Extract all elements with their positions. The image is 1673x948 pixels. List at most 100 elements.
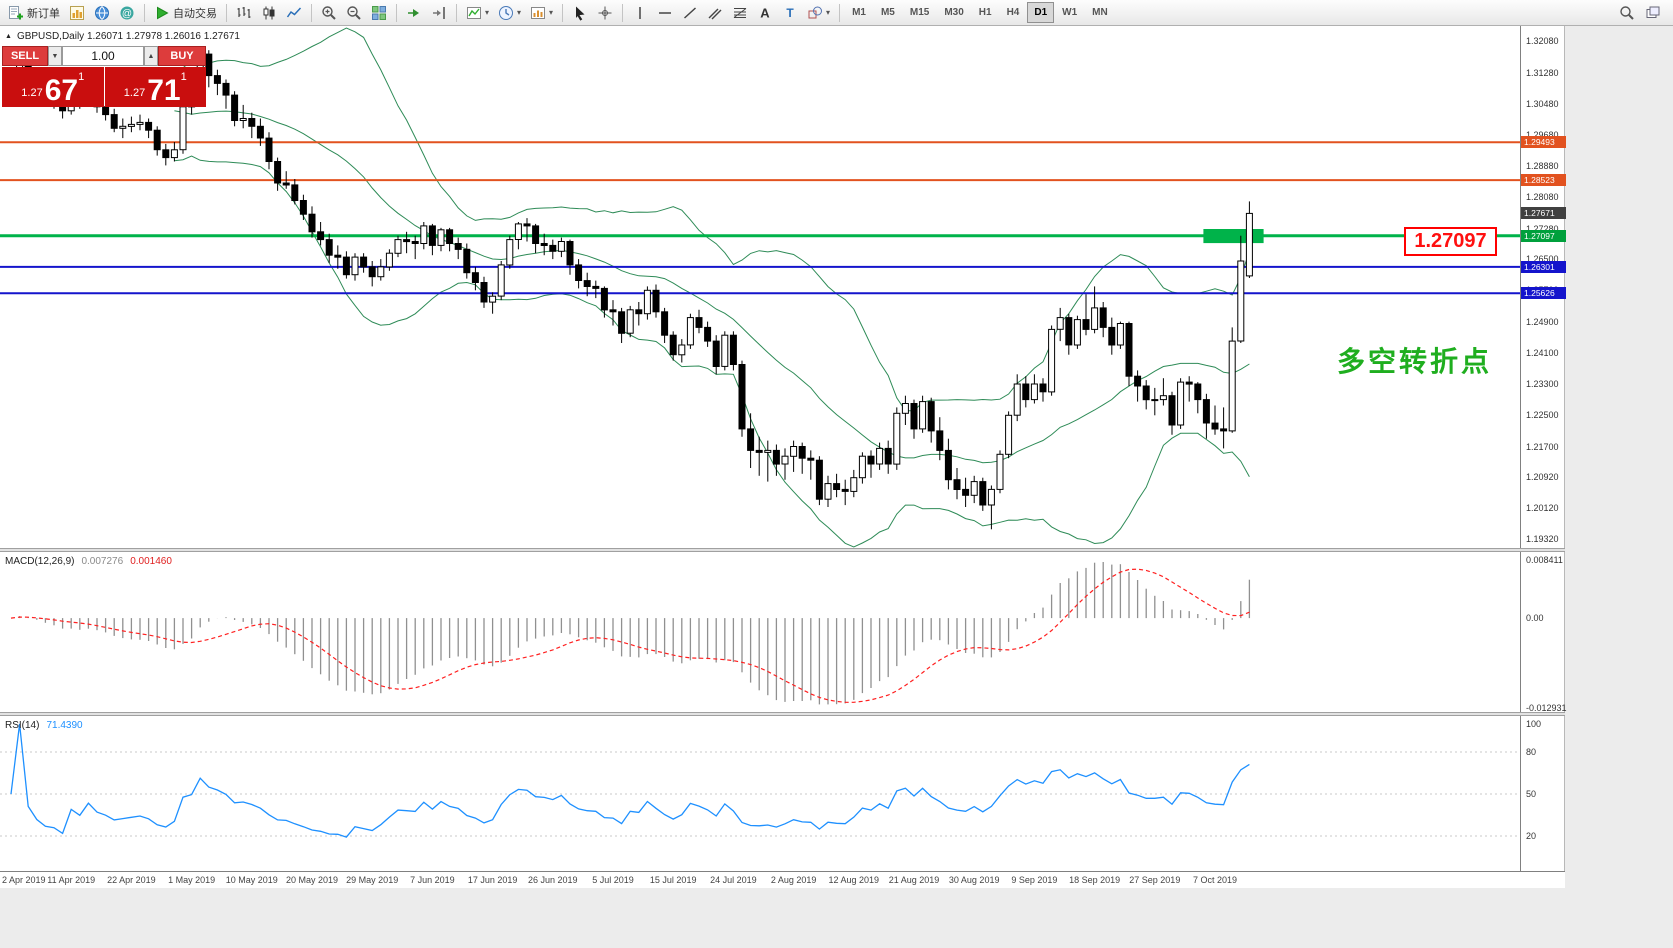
timeframe-m15-button[interactable]: M15 [909, 7, 930, 18]
volume-input[interactable]: 1.00 [62, 46, 144, 66]
x-axis-label: 12 Aug 2019 [828, 875, 880, 885]
candle-chart-button[interactable] [257, 2, 281, 24]
toolbar-separator [144, 3, 145, 22]
line-chart-button[interactable] [282, 2, 306, 24]
zoom-out-button[interactable] [342, 2, 366, 24]
macd-histogram [18, 562, 1251, 705]
new-chart-button[interactable] [65, 2, 89, 24]
crosshair-button[interactable] [593, 2, 617, 24]
chart-shift-button[interactable] [427, 2, 451, 24]
shapes-button[interactable]: ▾ [803, 2, 834, 24]
bar-chart-button[interactable] [232, 2, 256, 24]
new-chart-icon [69, 5, 85, 21]
x-axis-label: 30 Aug 2019 [948, 875, 1000, 885]
price-axis-tick: 1.24100 [1526, 347, 1559, 358]
vertical-line-button[interactable] [628, 2, 652, 24]
macd-panel[interactable] [0, 552, 1520, 712]
trade-prices-row: 1.27 67 1 1.27 71 1 [2, 67, 206, 107]
toolbar-groups: 新订单 @ 自动交易 ▾ ▾ ▾ A T ▾ M1 M5 M15 M30 H1 H4 D1 W1 MN [4, 2, 1115, 24]
sell-price-big: 67 [44, 73, 79, 107]
search-icon [1619, 5, 1635, 21]
cursor-icon [572, 5, 588, 21]
buy-price-prefix: 1.27 [123, 87, 146, 99]
one-click-collapse-icon[interactable]: ▲ [5, 33, 12, 40]
community-icon: @ [119, 5, 135, 21]
buy-price-panel[interactable]: 1.27 71 1 [104, 67, 206, 107]
crosshair-icon [597, 5, 613, 21]
channel-button[interactable] [703, 2, 727, 24]
timeframe-h1-button[interactable]: H1 [978, 7, 992, 18]
search-button[interactable] [1615, 2, 1639, 24]
x-axis-label: 27 Sep 2019 [1129, 875, 1181, 885]
channel-icon [707, 5, 723, 21]
sell-price-panel[interactable]: 1.27 67 1 [2, 67, 104, 107]
tile-windows-icon [371, 5, 387, 21]
cursor-button[interactable] [568, 2, 592, 24]
autotrading-button[interactable]: 自动交易 [150, 2, 221, 24]
volume-decrease-button[interactable]: ▼ [48, 46, 62, 66]
market-depth-button[interactable] [90, 2, 114, 24]
indicators-button[interactable]: ▾ [462, 2, 493, 24]
trendline-icon [682, 5, 698, 21]
svg-text:A: A [760, 5, 770, 20]
auto-scroll-icon [406, 5, 422, 21]
price-axis-tick: 1.24900 [1526, 316, 1559, 327]
x-axis-label: 7 Oct 2019 [1192, 875, 1238, 885]
sell-price-prefix: 1.27 [21, 87, 43, 99]
community-button[interactable]: @ [115, 2, 139, 24]
periods-button[interactable]: ▾ [494, 2, 525, 24]
x-axis-label: 24 Jul 2019 [710, 875, 757, 885]
macd-signal-value: 0.001460 [130, 556, 172, 567]
x-axis-label: 5 Jul 2019 [592, 875, 634, 885]
symbol-ohlc-info: ▲ GBPUSD,Daily 1.26071 1.27978 1.26016 1… [5, 31, 240, 42]
price-axis-tick: 1.27280 [1526, 223, 1559, 234]
auto-scroll-button[interactable] [402, 2, 426, 24]
fibonacci-button[interactable] [728, 2, 752, 24]
timeframe-m30-button[interactable]: M30 [944, 7, 964, 18]
price-axis-tick: 1.31280 [1526, 67, 1559, 78]
x-axis-label: 26 Jun 2019 [528, 875, 578, 885]
timeframe-m1-button[interactable]: M1 [852, 7, 866, 18]
x-axis-label: 2 Apr 2019 [2, 875, 46, 885]
text-button[interactable]: A [753, 2, 777, 24]
buy-button[interactable]: BUY [158, 46, 206, 66]
windows-button[interactable] [1641, 2, 1665, 24]
templates-button[interactable]: ▾ [526, 2, 557, 24]
price-tag: 1.28523 [1521, 174, 1566, 187]
trendline-button[interactable] [678, 2, 702, 24]
tile-windows-button[interactable] [367, 2, 391, 24]
timeframe-m5-button[interactable]: M5 [880, 7, 895, 18]
sell-button[interactable]: SELL [2, 46, 48, 66]
horizontal-level-lines [0, 141, 1520, 295]
timeframe-mn-button[interactable]: MN [1092, 7, 1108, 18]
label-button[interactable]: T [778, 2, 802, 24]
svg-text:@: @ [122, 8, 132, 19]
price-chart-panel[interactable] [0, 26, 1520, 548]
line-chart-icon [286, 5, 302, 21]
toolbar-separator [562, 3, 564, 22]
toolbar-separator [226, 3, 227, 22]
horizontal-line-button[interactable] [653, 2, 677, 24]
horizontal-line-icon [657, 5, 673, 21]
trade-controls-row: SELL ▼ 1.00 ▲ BUY [2, 46, 206, 66]
timeframe-w1-button[interactable]: W1 [1062, 7, 1078, 18]
timeframe-h4-button[interactable]: H4 [1006, 7, 1020, 18]
rsi-panel[interactable] [0, 716, 1520, 871]
x-axis-label: 2 Aug 2019 [770, 875, 817, 885]
panel-splitter[interactable] [0, 712, 1565, 716]
zoom-in-button[interactable] [317, 2, 341, 24]
toolbar-separator [456, 3, 457, 22]
panel-splitter[interactable] [0, 548, 1565, 552]
price-tag: 1.29493 [1521, 136, 1566, 149]
price-axis-tick: 1.21700 [1526, 441, 1559, 452]
zoom-in-icon [321, 5, 337, 21]
chart-shift-icon [431, 5, 447, 21]
timeframe-d1-button[interactable]: D1 [1027, 2, 1055, 23]
price-axis[interactable]: 1.32080 1.31280 1.30480 1.29680 1.28880 1.280… [1520, 26, 1567, 871]
time-axis[interactable]: 2 Apr 2019 11 Apr 2019 22 Apr 2019 1 May 20… [0, 871, 1565, 888]
volume-increase-button[interactable]: ▲ [144, 46, 158, 66]
new-order-button[interactable]: 新订单 [4, 2, 64, 24]
x-axis-label: 20 May 2019 [285, 875, 339, 885]
candle-chart-icon [261, 5, 277, 21]
sell-price-sup: 1 [78, 71, 85, 83]
